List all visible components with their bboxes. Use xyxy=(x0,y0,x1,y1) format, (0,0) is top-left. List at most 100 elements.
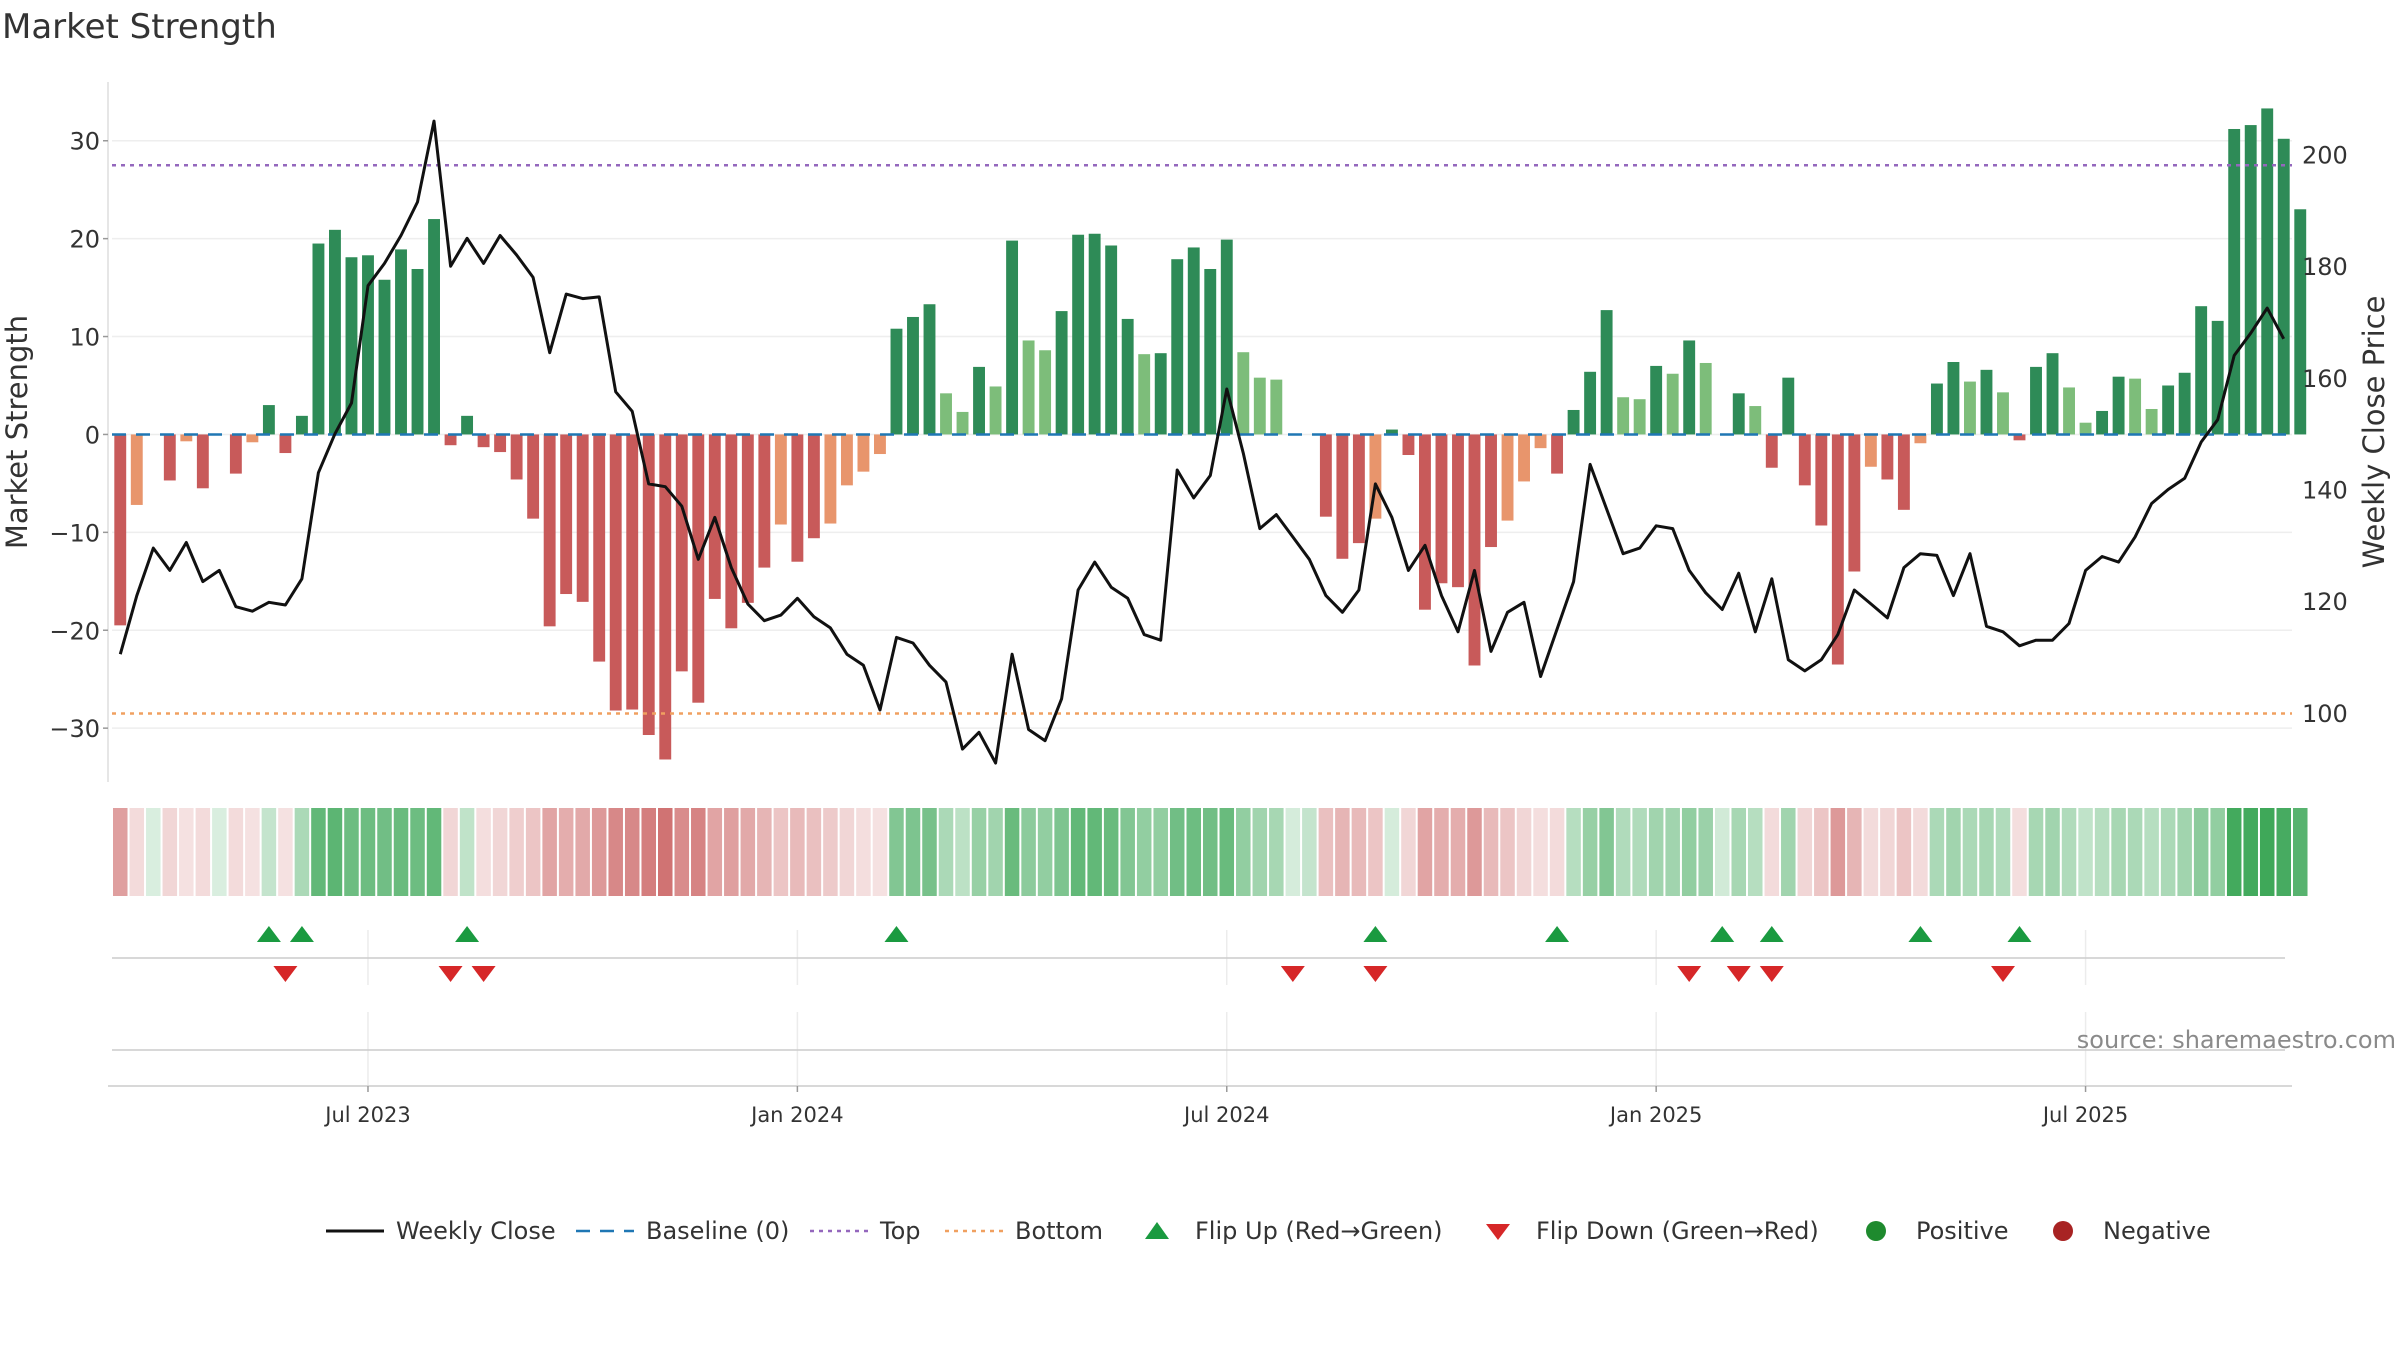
flip-markers xyxy=(256,926,2032,982)
y2-tick-label: 120 xyxy=(2302,588,2348,616)
strength-bar xyxy=(229,434,242,474)
heatmap-cell xyxy=(542,808,557,896)
strength-bar xyxy=(1897,434,1910,510)
heatmap-cell xyxy=(872,808,888,896)
legend-label: Negative xyxy=(2103,1217,2211,1245)
strength-bar xyxy=(1006,240,1019,435)
strength-heatmap-strip xyxy=(113,808,2308,896)
heatmap-cell xyxy=(1186,808,1201,896)
strength-bar xyxy=(824,434,837,524)
flip-up-marker xyxy=(1759,926,1784,942)
x-tick-label: Jan 2025 xyxy=(1608,1103,1703,1127)
heatmap-cell xyxy=(2160,808,2176,896)
heatmap-cell xyxy=(724,808,739,896)
strength-bar xyxy=(345,257,358,435)
heatmap-cell xyxy=(344,808,359,896)
strength-bar xyxy=(2046,353,2059,435)
legend-label: Bottom xyxy=(1015,1217,1103,1245)
heatmap-cell xyxy=(1516,808,1532,896)
strength-bar xyxy=(2178,372,2191,435)
strength-bar xyxy=(1435,434,1448,584)
strength-bar xyxy=(510,434,523,480)
strength-bar xyxy=(2211,320,2224,435)
y2-tick-label: 200 xyxy=(2302,142,2348,170)
heatmap-cell xyxy=(1219,808,1235,896)
strength-bar xyxy=(378,279,391,435)
heatmap-cell xyxy=(1037,808,1053,896)
flip-down-marker xyxy=(1990,966,2015,982)
strength-bar xyxy=(1633,399,1646,435)
strength-bar xyxy=(1930,383,1943,435)
legend-flip-up-swatch xyxy=(1145,1222,1169,1239)
strength-bar xyxy=(494,434,507,453)
y-axis-label: Market Strength xyxy=(0,315,34,549)
strength-bar xyxy=(1088,233,1101,435)
heatmap-cell xyxy=(1467,808,1482,896)
flip-up-marker xyxy=(256,926,281,942)
heatmap-cell xyxy=(1847,808,1862,896)
heatmap-cell xyxy=(1781,808,1796,896)
y-tick-label: 10 xyxy=(69,324,100,352)
strength-bar xyxy=(560,434,573,595)
strength-bar xyxy=(1187,247,1200,435)
heatmap-cell xyxy=(2061,808,2077,896)
heatmap-cell xyxy=(2127,808,2143,896)
heatmap-cell xyxy=(294,808,310,896)
strength-bar xyxy=(1419,434,1431,610)
heatmap-cell xyxy=(889,808,904,896)
heatmap-cell xyxy=(1318,808,1334,896)
flip-up-marker xyxy=(289,926,314,942)
heatmap-cell xyxy=(971,808,987,896)
legend-negative-swatch xyxy=(2053,1221,2073,1241)
heatmap-cell xyxy=(1665,808,1680,896)
strength-bar xyxy=(1914,434,1927,444)
heatmap-cell xyxy=(1896,808,1912,896)
heatmap-cell xyxy=(1103,808,1119,896)
strength-bar xyxy=(989,386,1002,435)
legend-label: Baseline (0) xyxy=(646,1217,789,1245)
strength-bar xyxy=(279,434,292,454)
heatmap-cell xyxy=(2045,808,2060,896)
heatmap-cell xyxy=(1368,808,1383,896)
heatmap-cell xyxy=(2012,808,2027,896)
strength-bar xyxy=(2063,387,2075,435)
y2-tick-label: 140 xyxy=(2302,476,2348,504)
strength-bar xyxy=(907,316,919,435)
heatmap-cell xyxy=(327,808,343,896)
strength-bar xyxy=(609,434,622,711)
heatmap-cell xyxy=(492,808,508,896)
strength-bar xyxy=(1369,434,1382,519)
y2-axis-label: Weekly Close Price xyxy=(2357,296,2391,569)
heatmap-cell xyxy=(2226,808,2242,896)
heatmap-cell xyxy=(624,808,640,896)
heatmap-cell xyxy=(162,808,178,896)
chart-title: Market Strength xyxy=(2,7,277,47)
reference-lines xyxy=(112,163,2292,715)
strength-bar xyxy=(163,434,176,481)
legend-label: Top xyxy=(879,1217,921,1245)
heatmap-cell xyxy=(558,808,574,896)
strength-bar xyxy=(1385,429,1398,435)
strength-bar xyxy=(1947,362,1960,435)
strength-bar xyxy=(1732,393,1745,435)
strength-bar xyxy=(1666,373,1679,435)
strength-bar xyxy=(1980,369,1993,435)
heatmap-cell xyxy=(1962,808,1978,896)
heatmap-cell xyxy=(1632,808,1647,896)
flip-down-marker xyxy=(1363,966,1388,982)
strength-bar xyxy=(1121,318,1134,435)
heatmap-cell xyxy=(525,808,541,896)
strength-bar xyxy=(774,434,787,525)
strength-bar xyxy=(428,219,440,435)
heatmap-cell xyxy=(1054,808,1069,896)
strength-bar xyxy=(2079,422,2092,435)
heatmap-cell xyxy=(823,808,838,896)
strength-bar xyxy=(1782,377,1795,435)
strength-bar xyxy=(725,434,738,629)
strength-bar xyxy=(890,328,903,435)
strength-bar xyxy=(1699,362,1712,435)
heatmap-cell xyxy=(1913,808,1928,896)
heatmap-cell xyxy=(1929,808,1945,896)
